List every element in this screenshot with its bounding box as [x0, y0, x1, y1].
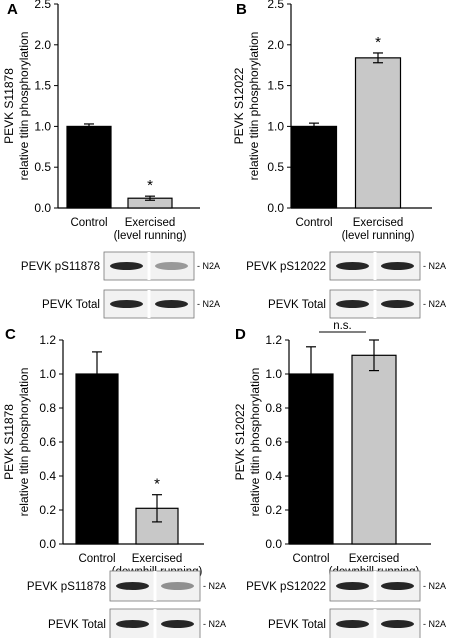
panel-a-tick-label-1: 0.5: [34, 160, 51, 174]
panel-a-blot-label-0: PEVK pS11878: [21, 261, 100, 273]
panel-d-blot-tag-0: - N2A: [423, 581, 446, 591]
panel-a-bar-0: [66, 125, 112, 209]
panel-d-blot-band-1-0: [336, 620, 369, 628]
panel-c-tick-label-6: 1.2: [39, 333, 56, 347]
panel-c-blot-label-1: PEVK Total: [48, 619, 106, 631]
panel-b-blot-band-1-1: [381, 300, 414, 308]
panel-c-category-label-1: Exercised: [132, 553, 183, 565]
panel-d-category-label-0: Control: [292, 553, 329, 565]
panel-a-blot-label-1: PEVK Total: [42, 299, 100, 311]
panel-b-tick-label-5: 2.5: [267, 0, 284, 11]
panel-c-tick-label-2: 0.4: [39, 469, 56, 483]
panel-d-tick-label-1: 0.2: [265, 503, 282, 517]
panel-d-tick-label-2: 0.4: [265, 469, 282, 483]
panel-c-letter: C: [5, 326, 16, 343]
panel-b-ylabel-line2: relative titin phosphorylation: [247, 32, 261, 181]
panel-c-category-label-0: Control: [78, 553, 115, 565]
panel-a-blot-band-0-0: [110, 262, 143, 270]
panel-c-blot-label-0: PEVK pS11878: [27, 581, 106, 593]
panel-d-blot-band-0-1: [381, 582, 414, 590]
panel-b-blot-label-0: PEVK pS12022: [246, 261, 326, 273]
panel-d-tick-label-0: 0.0: [265, 537, 282, 551]
panel-b-tick-label-0: 0.0: [267, 201, 284, 215]
panel-c-blot-tag-0: - N2A: [203, 581, 226, 591]
panel-c-tick-label-4: 0.8: [39, 401, 56, 415]
panel-b-blot-tag-1: - N2A: [423, 299, 446, 309]
panel-d-blot-band-1-1: [381, 620, 414, 628]
panel-a-tick-label-5: 2.5: [34, 0, 51, 11]
panel-a-blot-tag-1: - N2A: [197, 299, 220, 309]
panel-c-tick-label-0: 0.0: [39, 537, 56, 551]
panel-a-blot-tag-0: - N2A: [197, 261, 220, 271]
panel-a-tick-label-0: 0.0: [34, 201, 51, 215]
panel-b-blot-tag-0: - N2A: [423, 261, 446, 271]
panel-a-significance-star: *: [147, 177, 153, 194]
panel-b-blot-label-1: PEVK Total: [268, 299, 326, 311]
panel-a-blot-band-1-1: [155, 300, 188, 308]
panel-b-blot-band-0-1: [381, 262, 414, 270]
panel-c-ylabel-line2: relative titin phosphorylation: [17, 368, 31, 517]
panel-c-ylabel-line1: PEVK S11878: [2, 404, 16, 480]
panel-a-ylabel-line2: relative titin phosphorylation: [17, 32, 31, 181]
panel-d-blot-label-1: PEVK Total: [268, 619, 326, 631]
panel-b-blot-band-0-0: [336, 262, 369, 270]
panel-c-blot-band-0-1: [161, 582, 194, 590]
panel-d-letter: D: [235, 326, 246, 343]
panel-a-blot-band-0-1: [155, 262, 188, 270]
panel-c-bar-0: [75, 373, 119, 545]
panel-d-blot-label-0: PEVK pS12022: [246, 581, 326, 593]
panel-b-tick-label-2: 1.0: [267, 119, 284, 133]
panel-b-bar-0: [290, 125, 338, 209]
panel-b-tick-label-1: 0.5: [267, 160, 284, 174]
panel-a-tick-label-3: 1.5: [34, 79, 51, 93]
panel-d-tick-label-4: 0.8: [265, 401, 282, 415]
panel-b-ylabel-line1: PEVK S12022: [232, 67, 246, 144]
panel-d-blot-tag-1: - N2A: [423, 619, 446, 629]
panel-b-tick-label-3: 1.5: [267, 79, 284, 93]
panel-c-blot-tag-1: - N2A: [203, 619, 226, 629]
panel-c-blot-band-0-0: [116, 582, 149, 590]
panel-a-category-sublabel-1: (level running): [114, 230, 187, 242]
panel-a-tick-label-4: 2.0: [34, 38, 51, 52]
panel-b-category-sublabel-1: (level running): [342, 230, 415, 242]
panel-a-blot-band-1-0: [110, 300, 143, 308]
panel-a-letter: A: [7, 1, 18, 18]
panel-b-tick-label-4: 2.0: [267, 38, 284, 52]
panel-b-blot-band-1-0: [336, 300, 369, 308]
panel-b-category-label-0: Control: [295, 217, 332, 229]
panel-b-letter: B: [236, 1, 247, 18]
panel-c-blot-band-1-0: [116, 620, 149, 628]
panel-d-tick-label-6: 1.2: [265, 333, 282, 347]
panel-a-category-label-0: Control: [70, 217, 107, 229]
panel-b-bar-1: [354, 57, 402, 209]
panel-a-tick-label-2: 1.0: [34, 119, 51, 133]
panel-a-ylabel-line1: PEVK S11878: [2, 68, 16, 144]
panel-d-bar-1: [351, 354, 397, 545]
panel-d-ylabel-line2: relative titin phosphorylation: [248, 368, 262, 517]
panel-c-tick-label-3: 0.6: [39, 435, 56, 449]
panel-d-blot-band-0-0: [336, 582, 369, 590]
panel-d-bar-0: [288, 373, 334, 545]
panel-d-ns-label: n.s.: [333, 320, 352, 332]
panel-c-tick-label-5: 1.0: [39, 367, 56, 381]
panel-d-tick-label-5: 1.0: [265, 367, 282, 381]
panel-b-significance-star: *: [375, 34, 381, 51]
panel-d-category-label-1: Exercised: [349, 553, 400, 565]
panel-c-tick-label-1: 0.2: [39, 503, 56, 517]
panel-c-significance-star: *: [154, 476, 160, 493]
panel-a-category-label-1: Exercised: [125, 217, 176, 229]
panel-d-tick-label-3: 0.6: [265, 435, 282, 449]
panel-c-blot-band-1-1: [161, 620, 194, 628]
panel-d-ylabel-line1: PEVK S12022: [233, 403, 247, 480]
panel-b-category-label-1: Exercised: [353, 217, 404, 229]
